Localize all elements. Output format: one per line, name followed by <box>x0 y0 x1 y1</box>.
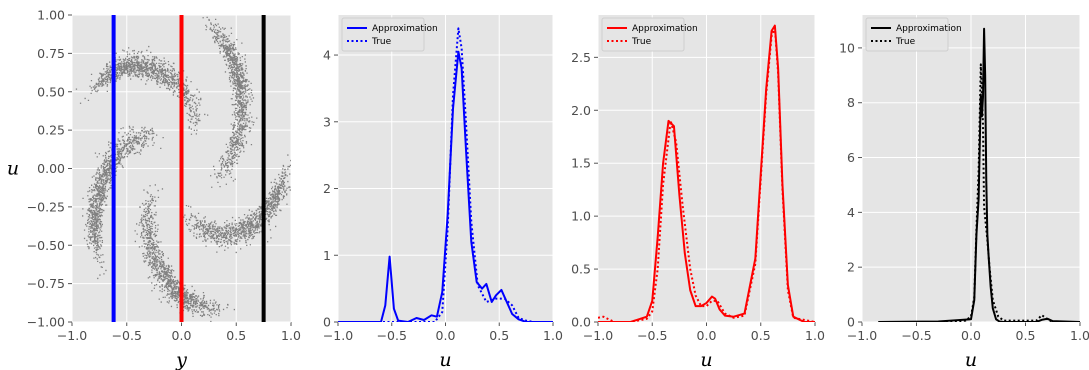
legend: Approximation True <box>865 17 962 52</box>
legend-box <box>341 17 425 52</box>
y-tick-label: 2 <box>847 260 855 275</box>
x-tick-label: −1.0 <box>583 328 613 343</box>
x-tick-label: 0.5 <box>489 328 509 343</box>
y-tick-label: 0.50 <box>37 84 65 99</box>
series-group <box>878 27 1080 322</box>
pinwheel-scatter <box>75 16 291 322</box>
series-approximation-line <box>338 50 553 322</box>
x-axis-label: y <box>175 349 187 370</box>
y-tick-label: 0.5 <box>571 262 591 277</box>
y-tick-label: 0.75 <box>37 46 65 61</box>
y-tick-label: 1.00 <box>37 8 65 23</box>
legend-box <box>601 17 685 52</box>
y-tick-label: 2.5 <box>571 50 591 65</box>
x-tick-label: 1.0 <box>1070 328 1089 343</box>
x-tick-label: 0.0 <box>172 328 192 343</box>
y-tick-label: 2.0 <box>571 103 591 118</box>
legend-box <box>865 17 949 52</box>
x-tick-label: 0.0 <box>436 328 456 343</box>
y-tick-label: 2 <box>323 181 331 196</box>
x-tick-label: 0.5 <box>1016 328 1036 343</box>
x-tick-label: 0.5 <box>751 328 771 343</box>
panel-3: −1.0 −0.5 0.0 0.5 1.0 0.0 0.5 1.0 1.5 2.0 2.5 u Appr… <box>571 15 825 370</box>
series-approximation-line <box>878 27 1080 322</box>
y-tick-label: 1 <box>323 248 331 263</box>
y-tick-label: 1.0 <box>571 209 591 224</box>
panel-1: −1.0 −0.5 0.0 0.5 1.0 1.00 0.75 0.50 0.25 0.00 −0.… <box>7 8 301 370</box>
x-tick-label: 0.0 <box>697 328 717 343</box>
y-tick-label: 3 <box>323 114 331 129</box>
series-group <box>338 27 553 322</box>
y-tick-label: 0 <box>323 315 331 330</box>
scatter-points <box>75 16 291 322</box>
y-tick-label: 0.25 <box>37 123 65 138</box>
legend-label: Approximation <box>896 24 962 34</box>
y-tick-label: 0.00 <box>37 161 65 176</box>
y-tick-label: −0.25 <box>27 199 65 214</box>
x-tick-label: −0.5 <box>637 328 667 343</box>
y-tick-label: 0.0 <box>571 315 591 330</box>
x-tick-label: 1.0 <box>805 328 825 343</box>
x-axis-label: u <box>700 349 712 370</box>
y-tick-label: 0 <box>847 315 855 330</box>
x-axis-label: u <box>439 349 451 370</box>
y-tick-label: 6 <box>847 150 855 165</box>
x-tick-label: −0.5 <box>112 328 142 343</box>
x-tick-label: −1.0 <box>847 328 877 343</box>
y-tick-label: −0.50 <box>27 238 65 253</box>
series-true-line <box>878 63 1080 322</box>
y-tick-label: 8 <box>847 95 855 110</box>
legend-label: True <box>631 37 652 47</box>
y-tick-label: 10 <box>839 40 855 55</box>
y-tick-label: 1.5 <box>571 156 591 171</box>
legend: Approximation True <box>341 17 438 52</box>
x-tick-label: 0.0 <box>961 328 981 343</box>
panel-2: −1.0 −0.5 0.0 0.5 1.0 0 1 2 3 4 u Approximation True <box>323 15 563 370</box>
y-tick-label: 4 <box>323 48 331 63</box>
x-tick-label: 1.0 <box>543 328 563 343</box>
y-axis-label: u <box>7 158 19 180</box>
x-tick-label: 0.5 <box>226 328 246 343</box>
panel-4: −1.0 −0.5 0.0 0.5 1.0 0 2 4 6 8 10 u Approximation Tr… <box>839 15 1089 370</box>
y-tick-label: 4 <box>847 205 855 220</box>
legend-label: Approximation <box>632 24 698 34</box>
x-tick-label: −0.5 <box>377 328 407 343</box>
x-tick-label: −1.0 <box>323 328 353 343</box>
series-group <box>598 24 815 322</box>
legend-label: True <box>371 37 392 47</box>
legend-label: Approximation <box>372 24 438 34</box>
x-axis-label: u <box>965 349 977 370</box>
x-tick-label: 1.0 <box>281 328 301 343</box>
x-tick-label: −0.5 <box>901 328 931 343</box>
y-tick-label: −0.75 <box>27 276 65 291</box>
x-tick-label: −1.0 <box>57 328 87 343</box>
legend-label: True <box>895 37 916 47</box>
legend: Approximation True <box>601 17 698 52</box>
y-tick-label: −1.00 <box>27 315 65 330</box>
